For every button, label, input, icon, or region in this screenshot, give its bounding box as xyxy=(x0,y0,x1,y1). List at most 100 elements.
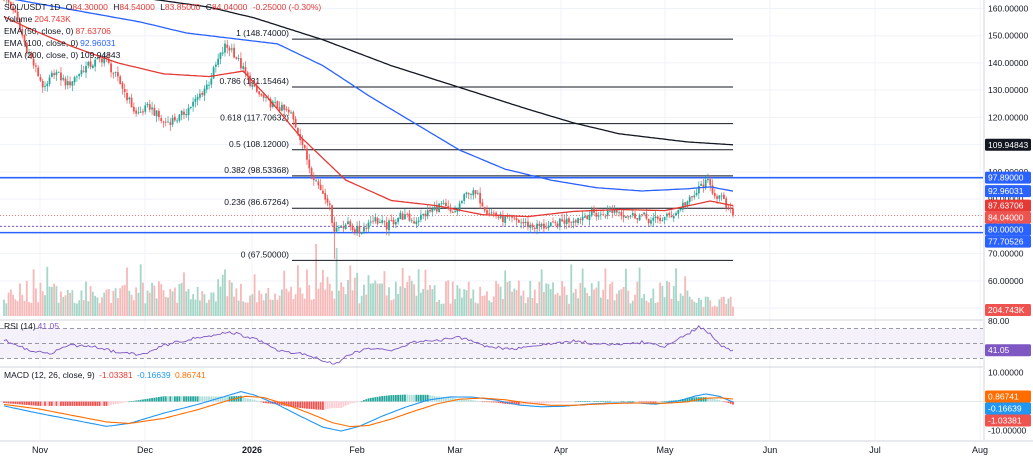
macd-hist-bar xyxy=(640,401,643,403)
legend-rsi[interactable]: RSI (14) 41.05 xyxy=(4,321,59,332)
legend-macd[interactable]: MACD (12, 26, close, 9) -1.03381 -0.1663… xyxy=(4,370,206,381)
candle-body xyxy=(276,101,279,109)
candle-body xyxy=(681,202,684,210)
volume-bar xyxy=(394,281,397,316)
macd-hist-bar xyxy=(497,401,500,403)
macd-hist-bar xyxy=(294,401,297,408)
volume-bar xyxy=(666,280,668,316)
candle-body xyxy=(76,76,78,78)
legend-volume[interactable]: Volume 204.743K xyxy=(4,14,71,25)
volume-bar xyxy=(196,286,199,316)
candle-body xyxy=(565,218,568,224)
macd-hist-bar xyxy=(417,394,420,402)
candle-body xyxy=(433,206,436,210)
volume-bar xyxy=(139,264,142,316)
macd-tag-bg xyxy=(985,414,1031,427)
candle-body xyxy=(488,213,491,214)
macd-hist-bar xyxy=(183,396,185,402)
macd-hist-bar xyxy=(486,401,488,403)
volume-bar xyxy=(303,298,306,316)
macd-hist-bar xyxy=(121,401,124,403)
macd-hist-bar xyxy=(704,397,707,402)
candle-body xyxy=(474,190,477,194)
volume-bar xyxy=(337,290,340,316)
candle-body xyxy=(702,184,705,189)
volume-bar xyxy=(235,288,238,316)
macd-hist-bar xyxy=(139,399,142,402)
candle-body xyxy=(135,110,138,114)
legend-ema100[interactable]: EMA (100, close, 0) 92.96031 xyxy=(4,38,116,49)
volume-bar xyxy=(504,270,507,316)
volume-bar xyxy=(233,296,235,316)
candle-body xyxy=(424,213,427,217)
candle-body xyxy=(520,222,523,224)
candle-body xyxy=(399,212,402,220)
macd-hist-bar xyxy=(167,396,169,402)
macd-hist-bar xyxy=(716,399,718,402)
macd-tick-label: 10.00000 xyxy=(988,367,1024,377)
macd-hist-bar xyxy=(522,401,525,405)
candle-body xyxy=(533,227,536,229)
candle-body xyxy=(497,216,500,218)
candle-body xyxy=(265,97,267,98)
candle-body xyxy=(94,59,97,67)
macd-hist-bar xyxy=(390,395,393,402)
interval-label[interactable]: 1D xyxy=(49,2,61,12)
macd-hist-bar xyxy=(285,401,288,407)
macd-hist-bar xyxy=(160,396,163,402)
volume-bar xyxy=(629,303,632,316)
candle-body xyxy=(226,44,229,48)
legend-ema50[interactable]: EMA (50, close, 0) 87.63706 xyxy=(4,26,111,37)
candle-body xyxy=(296,128,299,134)
volume-bar xyxy=(709,300,712,316)
candle-body xyxy=(652,217,655,221)
volume-bar xyxy=(410,280,413,316)
candle-body xyxy=(208,84,210,86)
legend-ema200[interactable]: EMA (200, close, 0) 109.94843 xyxy=(4,50,120,61)
candle-body xyxy=(262,94,265,98)
volume-bar xyxy=(180,282,183,316)
macd-hist-bar xyxy=(107,401,110,406)
macd-hist-bar xyxy=(48,401,51,406)
volume-bar xyxy=(470,298,472,316)
volume-bar xyxy=(381,283,384,316)
macd-hist-bar xyxy=(274,401,276,405)
volume-bar xyxy=(456,285,459,316)
macd-hist-bar xyxy=(326,401,329,410)
volume-bar xyxy=(78,300,81,316)
candle-body xyxy=(41,80,44,88)
price-tag: 84.04000 xyxy=(988,213,1024,223)
volume-bar xyxy=(638,267,641,316)
candle-body xyxy=(538,223,541,227)
candle-body xyxy=(365,227,368,229)
macd-hist-bar xyxy=(647,401,650,403)
macd-hist-bar xyxy=(707,397,709,402)
price-tag: 97.89000 xyxy=(988,173,1024,183)
macd-hist-bar xyxy=(117,401,119,404)
macd-hist-bar xyxy=(666,400,668,402)
macd-hist-bar xyxy=(492,401,495,403)
volume-bar xyxy=(101,297,103,316)
candle-body xyxy=(178,114,181,121)
volume-bar xyxy=(426,289,429,316)
macd-hist-bar xyxy=(558,401,561,403)
macd-hist-bar xyxy=(410,394,413,402)
candle-body xyxy=(711,185,714,194)
symbol-label[interactable]: SOL/USDT xyxy=(4,2,47,12)
volume-bar xyxy=(572,292,575,316)
legend-ema100-label: EMA (100, close, 0) xyxy=(4,38,79,48)
price-tags: 109.94843 97.89000 92.96031 87.63706 84.0400… xyxy=(985,138,1031,427)
volume-bar xyxy=(66,289,69,316)
volume-bar xyxy=(205,302,208,316)
volume-bar xyxy=(490,302,493,316)
close-value: 84.04000 xyxy=(211,2,248,12)
macd-hist-bar xyxy=(451,397,454,402)
candle-body xyxy=(417,220,420,222)
macd-hist-bar xyxy=(711,398,714,402)
candle-body xyxy=(483,207,486,211)
candle-body xyxy=(522,221,525,224)
macd-hist-bar xyxy=(547,401,550,404)
candle-body xyxy=(283,104,286,110)
volume-bar xyxy=(105,289,108,316)
macd-hist-bar xyxy=(155,397,158,402)
